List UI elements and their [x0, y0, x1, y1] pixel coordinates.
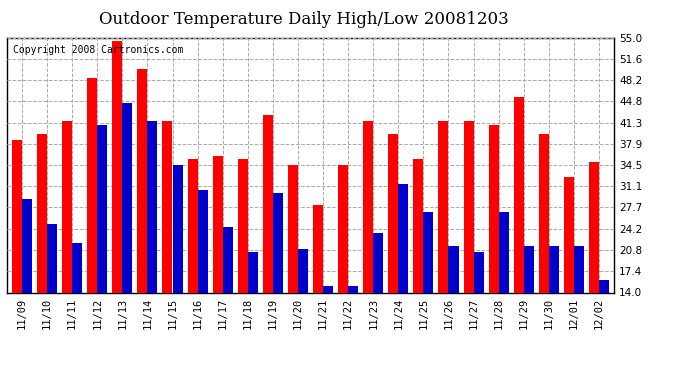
- Bar: [599, 280, 609, 292]
- Bar: [188, 159, 197, 292]
- Bar: [489, 124, 499, 292]
- Bar: [172, 165, 183, 292]
- Bar: [263, 115, 273, 292]
- Bar: [122, 103, 132, 292]
- Bar: [448, 246, 459, 292]
- Bar: [213, 156, 223, 292]
- Bar: [37, 134, 47, 292]
- Bar: [589, 162, 599, 292]
- Bar: [514, 97, 524, 292]
- Bar: [273, 193, 283, 292]
- Bar: [148, 122, 157, 292]
- Bar: [373, 233, 383, 292]
- Bar: [363, 122, 373, 292]
- Bar: [499, 211, 509, 292]
- Bar: [72, 243, 82, 292]
- Bar: [413, 159, 424, 292]
- Bar: [12, 140, 22, 292]
- Text: Outdoor Temperature Daily High/Low 20081203: Outdoor Temperature Daily High/Low 20081…: [99, 11, 509, 28]
- Bar: [438, 122, 449, 292]
- Bar: [464, 122, 473, 292]
- Bar: [47, 224, 57, 292]
- Bar: [473, 252, 484, 292]
- Bar: [323, 286, 333, 292]
- Bar: [348, 286, 358, 292]
- Bar: [238, 159, 248, 292]
- Bar: [162, 122, 172, 292]
- Bar: [22, 199, 32, 292]
- Text: Copyright 2008 Cartronics.com: Copyright 2008 Cartronics.com: [13, 45, 184, 55]
- Bar: [398, 184, 408, 292]
- Bar: [298, 249, 308, 292]
- Bar: [338, 165, 348, 292]
- Bar: [564, 177, 574, 292]
- Bar: [87, 78, 97, 292]
- Bar: [137, 69, 148, 292]
- Bar: [424, 211, 433, 292]
- Bar: [539, 134, 549, 292]
- Bar: [288, 165, 298, 292]
- Bar: [524, 246, 534, 292]
- Bar: [223, 227, 233, 292]
- Bar: [112, 40, 122, 292]
- Bar: [197, 190, 208, 292]
- Bar: [97, 124, 107, 292]
- Bar: [549, 246, 559, 292]
- Bar: [313, 206, 323, 292]
- Bar: [574, 246, 584, 292]
- Bar: [62, 122, 72, 292]
- Bar: [388, 134, 398, 292]
- Bar: [248, 252, 258, 292]
